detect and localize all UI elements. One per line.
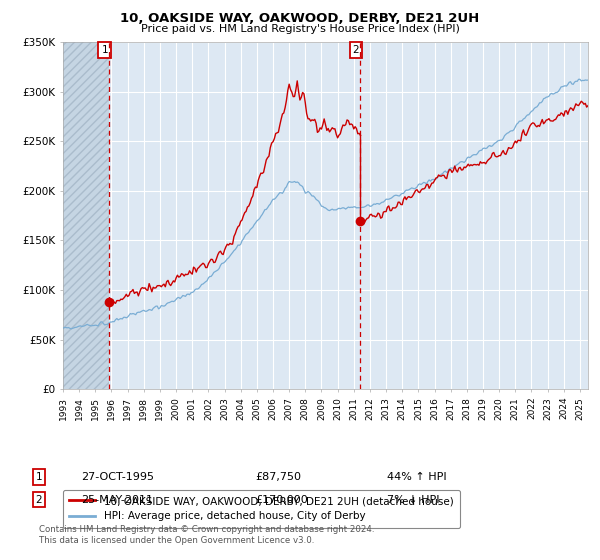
Text: 27-OCT-1995: 27-OCT-1995 xyxy=(81,472,154,482)
Text: 25-MAY-2011: 25-MAY-2011 xyxy=(81,494,153,505)
Text: 1: 1 xyxy=(101,45,108,55)
Text: 2: 2 xyxy=(35,494,43,505)
Text: £87,750: £87,750 xyxy=(255,472,301,482)
Bar xyxy=(63,42,109,389)
Legend: 10, OAKSIDE WAY, OAKWOOD, DERBY, DE21 2UH (detached house), HPI: Average price, : 10, OAKSIDE WAY, OAKWOOD, DERBY, DE21 2U… xyxy=(63,490,460,528)
Text: 1: 1 xyxy=(35,472,43,482)
Text: Price paid vs. HM Land Registry's House Price Index (HPI): Price paid vs. HM Land Registry's House … xyxy=(140,24,460,34)
Text: £170,000: £170,000 xyxy=(255,494,308,505)
Text: 10, OAKSIDE WAY, OAKWOOD, DERBY, DE21 2UH: 10, OAKSIDE WAY, OAKWOOD, DERBY, DE21 2U… xyxy=(121,12,479,25)
Text: 2: 2 xyxy=(353,45,359,55)
Text: 7% ↓ HPI: 7% ↓ HPI xyxy=(387,494,439,505)
Text: 44% ↑ HPI: 44% ↑ HPI xyxy=(387,472,446,482)
Text: Contains HM Land Registry data © Crown copyright and database right 2024.
This d: Contains HM Land Registry data © Crown c… xyxy=(39,525,374,545)
